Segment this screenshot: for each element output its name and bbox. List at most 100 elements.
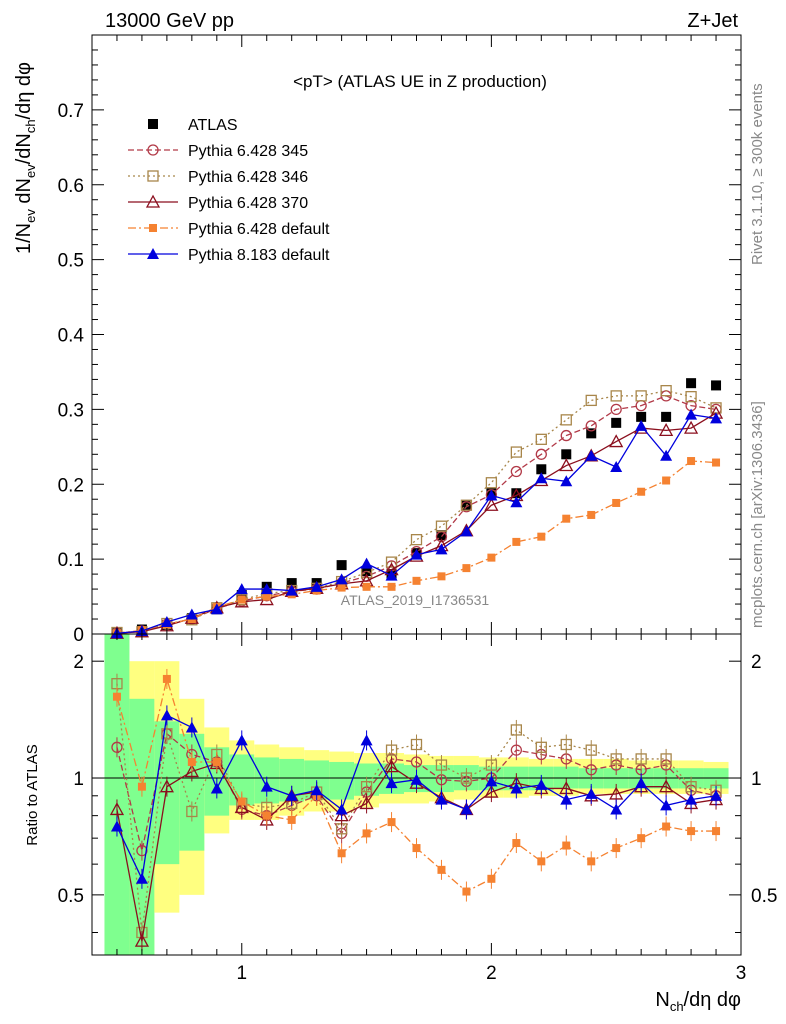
p6def-main-point [512,537,521,546]
p345-main-point [560,429,572,442]
legend-label-atlas: ATLAS [188,117,238,134]
p8def-main-point [610,461,623,473]
p346-main-point [510,446,522,458]
p346-main-point [485,477,498,489]
atlas-main-point [286,578,297,589]
p346-main-point [435,520,448,532]
p6def-ratio-point [537,857,546,866]
p8def-main-point [435,543,448,555]
p6def-main-point [712,458,721,467]
p346-main-point [410,534,423,546]
p6def-ratio-point [112,692,121,701]
p346-ratio-point [186,805,198,818]
p6def-ratio-point [212,757,221,766]
p345-ratio-point [410,756,423,768]
ratio-tick-label-left: 1 [73,769,84,790]
p8def-ratio-point [310,784,323,796]
atlas-main-point [661,411,672,422]
p8def-main-point [360,557,373,569]
p8def-ratio-point [660,799,673,811]
y-tick-label: 0.3 [58,400,84,421]
p6def-ratio-point [137,782,146,791]
p8def-ratio-point [485,775,498,787]
ratio-y-axis-label: Ratio to ATLAS [24,744,41,845]
ratio-uncertainty-bands [92,634,741,955]
p8def-main-point [510,496,523,508]
p6def-ratio-point [287,815,296,824]
p8def-ratio-point [160,709,173,721]
p346-main-point [535,433,547,445]
p6def-ratio-point [712,827,721,836]
p6def-main-point [362,582,371,591]
p370-ratio-point [659,779,674,793]
ratio-tick-label-right: 2 [751,652,762,673]
p8def-main-point [160,616,173,628]
p8def-ratio-point [235,734,248,746]
p346-ratio-point [535,741,547,753]
p8def-ratio-point [460,803,473,815]
p8def-ratio-point [635,777,648,789]
p6def-main-point [612,498,621,507]
p346-ratio-point [585,744,597,756]
p8def-main-point [285,584,298,596]
y-tick-label: 0.6 [58,176,84,197]
p6def-main-point [687,457,696,466]
p8def-main-point [685,408,698,420]
p346-ratio-point [360,781,373,793]
x-tick-label: 3 [736,963,747,984]
p8def-main-point [210,603,223,615]
ratio-band-green [329,761,355,800]
p345-ratio-point [585,764,597,776]
legend-marker-p6def [149,224,157,232]
header-process: Z+Jet [687,10,738,32]
legend-marker-p346 [147,170,159,182]
y-tick-label: 0.2 [58,475,84,496]
p8def-main-point [460,525,473,537]
x-tick-label: 1 [236,963,247,984]
rivet-version: Rivet 3.1.10, ≥ 300k events [749,83,766,265]
ratio-tick-label-right: 1 [751,769,762,790]
legend: ATLAS Pythia 6.428 345 Pythia 6.428 346 Pyt… [128,117,330,264]
legend-marker-p345 [147,144,159,156]
y-tick-label: 0.1 [58,550,84,571]
p6def-ratio-point [162,674,171,683]
p6def-ratio-point [587,857,596,866]
atlas-main-point [561,449,572,460]
p346-main-point [660,385,672,397]
p8def-ratio-point [410,773,423,785]
p345-ratio-point [136,844,148,857]
p6def-main-point [662,476,671,485]
p8def-main-point [485,489,498,501]
p345-ratio-point [510,744,522,756]
p6def-main-point [412,576,421,585]
p8def-ratio-point [335,803,348,815]
ratio-tick-label-left: 0.5 [58,886,84,907]
p346-ratio-point [560,738,572,751]
p8def-ratio-point [585,787,598,799]
p8def-ratio-point [685,793,698,805]
header-energy: 13000 GeV pp [105,10,234,32]
p8def-main-point [335,573,348,585]
p346-main-point [460,499,473,511]
y-tick-label: 0.7 [58,101,84,122]
p8def-ratio-point [510,782,523,794]
p346-main-point [560,414,572,426]
p6def-ratio-point [337,849,346,858]
p346-ratio-point [460,772,473,784]
p6def-main-point [237,595,246,604]
p6def-ratio-point [462,887,471,896]
p370-ratio-point [234,800,249,814]
plot-title: <pT> (ATLAS UE in Z production) [293,72,547,91]
ratio-tick-label-left: 2 [73,652,84,673]
p8def-ratio-point [435,793,448,805]
p6def-main-point [587,510,596,519]
p346-ratio-point [385,744,398,756]
p8def-main-point [560,475,573,487]
p8def-ratio-point [210,782,223,794]
p346-main-point [610,390,622,402]
p346-main-line [116,389,717,634]
atlas-main-point [586,428,597,439]
p370-main-point [659,422,674,436]
p6def-main-point [462,564,471,573]
p6def-main-point [637,487,646,496]
